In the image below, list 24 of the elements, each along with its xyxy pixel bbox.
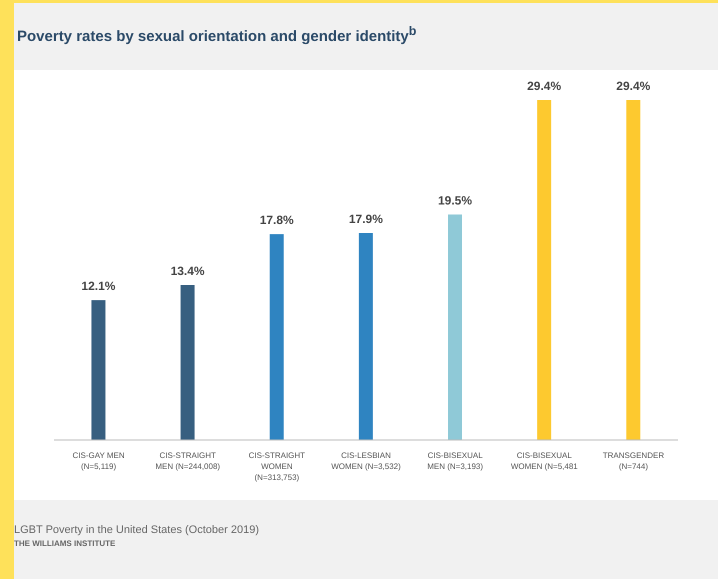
bar [270, 234, 284, 440]
x-tick-label: CIS-STRAIGHT MEN (N=244,008) [155, 451, 220, 471]
text: LGBT Poverty in the United States (October 2019) [14, 524, 259, 536]
data-label: 12.1% [81, 279, 116, 294]
x-tick-label: CIS-LESBIAN WOMEN (N=3,532) [331, 451, 402, 471]
bar [180, 285, 195, 440]
x-tick-label: CIS-STRAIGHT WOMEN (N=313,753) [248, 451, 306, 482]
x-tick-label: TRANSGENDER (N=744) [602, 451, 664, 471]
bar [448, 214, 462, 440]
data-label: 19.5% [438, 193, 472, 208]
bar [91, 300, 106, 440]
x-tick-label: CIS-GAY MEN (N=5,119) [72, 451, 125, 471]
bar [537, 100, 552, 440]
bar [626, 100, 640, 440]
data-label: 29.4% [616, 79, 651, 93]
bar [358, 232, 373, 440]
data-label: 17.9% [348, 212, 384, 226]
text: THE WILLIAMS INSTITUTE [14, 539, 116, 548]
data-label: 29.4% [527, 79, 562, 93]
chart-title: Poverty rates by sexual orientation and gender identity$^{b}$ [17, 24, 416, 45]
x-tick-label: CIS-BISEXUAL MEN (N=3,193) [427, 451, 484, 471]
data-label: 13.4% [170, 264, 205, 278]
x-tick-label: CIS-BISEXUAL WOMEN (N=5,481 [510, 451, 578, 471]
data-label: 17.8% [260, 213, 294, 228]
